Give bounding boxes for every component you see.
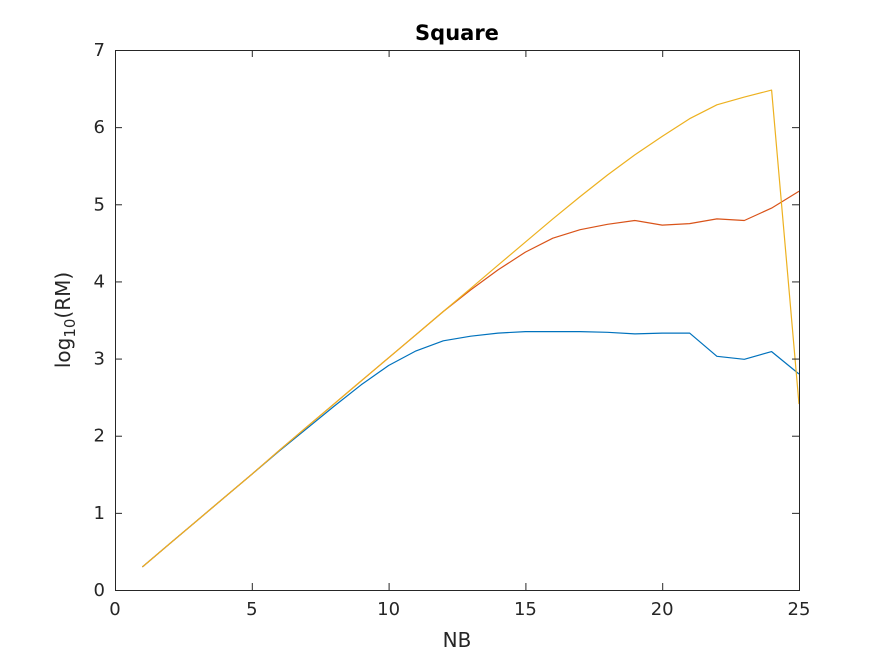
- x-tick-label: 5: [246, 599, 257, 620]
- y-tick-label: 1: [94, 503, 105, 524]
- x-axis-label: NB: [443, 628, 472, 652]
- series-layer: [142, 89, 800, 568]
- y-axis-label-subscript: 10: [61, 319, 79, 338]
- y-tick-label: 5: [94, 194, 105, 215]
- x-tick-label: 20: [651, 599, 674, 620]
- y-tick-label: 7: [94, 40, 105, 61]
- axes-box: [115, 50, 800, 591]
- ticks-layer: 0 5 10 15 20 25 0 1 2 3 4 5 6 7: [94, 40, 811, 620]
- y-tick-label: 6: [94, 117, 105, 138]
- plot-area: [115, 50, 799, 590]
- x-tick-label: 0: [109, 599, 120, 620]
- y-axis-label-base: log: [51, 338, 75, 369]
- y-tick-label: 2: [94, 426, 105, 447]
- y-tick-label: 4: [94, 271, 105, 292]
- x-tick-label: 25: [788, 599, 811, 620]
- chart-title: Square: [415, 21, 499, 45]
- x-tick-label: 10: [377, 599, 400, 620]
- y-tick-label: 3: [94, 349, 105, 370]
- series-line-3: [142, 89, 800, 568]
- y-tick-label: 0: [94, 580, 105, 601]
- y-axis-label: log10(RM): [51, 272, 79, 368]
- y-axis-label-rest: (RM): [51, 272, 75, 319]
- x-tick-label: 15: [514, 599, 537, 620]
